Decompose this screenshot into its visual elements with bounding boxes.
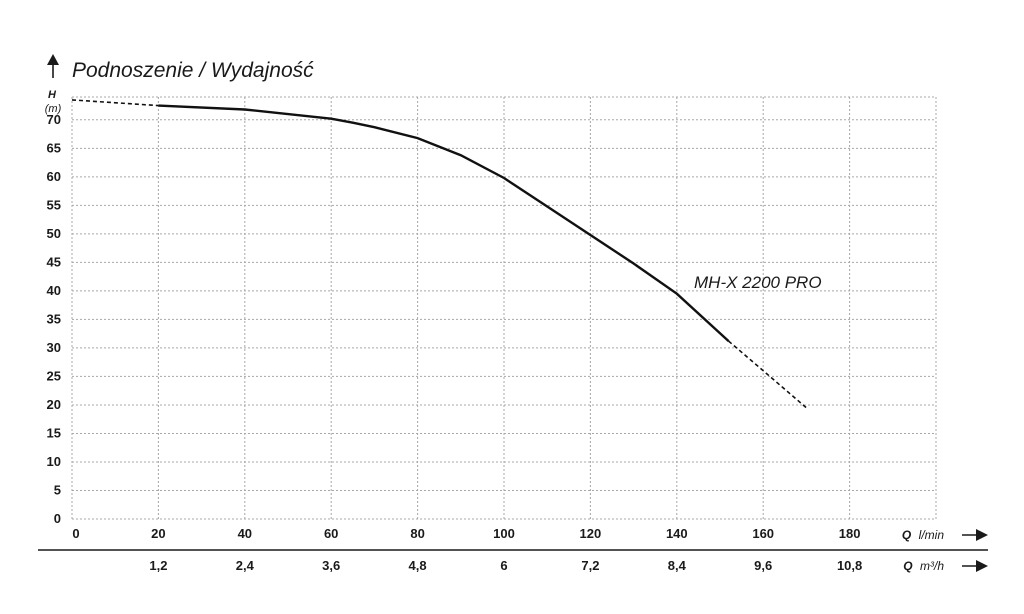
chart-title: Podnoszenie / Wydajność xyxy=(72,59,314,82)
x-tick-label: 80 xyxy=(410,526,424,541)
x-tick-labels: 0 20 40 60 80 100 120 140 160 180 xyxy=(72,526,860,541)
x-tick-label: 20 xyxy=(151,526,165,541)
series xyxy=(71,99,807,409)
x-tick-label: 160 xyxy=(752,526,774,541)
x-tick-label: 100 xyxy=(493,526,515,541)
y-tick-label: 50 xyxy=(47,226,61,241)
y-tick-label: 40 xyxy=(47,283,61,298)
y-tick-label: 15 xyxy=(47,425,61,440)
x-tick-label: 40 xyxy=(238,526,252,541)
x2-tick-label: 6 xyxy=(500,558,507,573)
x2-tick-label: 9,6 xyxy=(754,558,772,573)
y-tick-label: 5 xyxy=(54,482,61,497)
y-tick-label: 0 xyxy=(54,511,61,526)
series-line-extrapolated xyxy=(71,99,159,107)
x2-tick-label: 10,8 xyxy=(837,558,862,573)
series-line xyxy=(158,104,730,342)
x2-tick-label: 3,6 xyxy=(322,558,340,573)
x-axis-label: Q l/min xyxy=(902,526,944,543)
y-tick-label: 30 xyxy=(47,340,61,355)
y-tick-label: 20 xyxy=(47,397,61,412)
series-label: MH-X 2200 PRO xyxy=(694,273,822,292)
y-axis-label: H xyxy=(48,89,57,101)
y-tick-label: 65 xyxy=(47,140,61,155)
y-tick-label: 60 xyxy=(47,169,61,184)
x-tick-label: 140 xyxy=(666,526,688,541)
x-axis-arrow-icon xyxy=(962,529,988,541)
x2-tick-labels: 1,2 2,4 3,6 4,8 6 7,2 8,4 9,6 10,8 xyxy=(149,558,862,573)
x2-axis-label: Q m³/h xyxy=(903,557,944,574)
x2-tick-label: 8,4 xyxy=(668,558,687,573)
x2-tick-label: 4,8 xyxy=(409,558,427,573)
x2-axis-arrow-icon xyxy=(962,560,988,572)
x-tick-label: 0 xyxy=(72,526,79,541)
series-line-extrapolated xyxy=(728,340,807,409)
y-tick-label: 55 xyxy=(47,197,61,212)
x-tick-label: 60 xyxy=(324,526,338,541)
x-tick-label: 120 xyxy=(580,526,602,541)
y-tick-label: 35 xyxy=(47,311,61,326)
x2-tick-label: 2,4 xyxy=(236,558,255,573)
x2-tick-label: 1,2 xyxy=(149,558,167,573)
y-axis-unit: (m) xyxy=(45,103,62,115)
x-tick-label: 180 xyxy=(839,526,861,541)
y-tick-label: 10 xyxy=(47,454,61,469)
y-tick-labels: 0 5 10 15 20 25 30 35 40 45 50 55 60 65 70 xyxy=(47,112,61,526)
title-arrow-icon xyxy=(47,54,59,78)
grid xyxy=(71,96,937,520)
x2-tick-label: 7,2 xyxy=(581,558,599,573)
y-tick-label: 45 xyxy=(47,254,61,269)
y-tick-label: 70 xyxy=(47,112,61,127)
y-tick-label: 25 xyxy=(47,368,61,383)
